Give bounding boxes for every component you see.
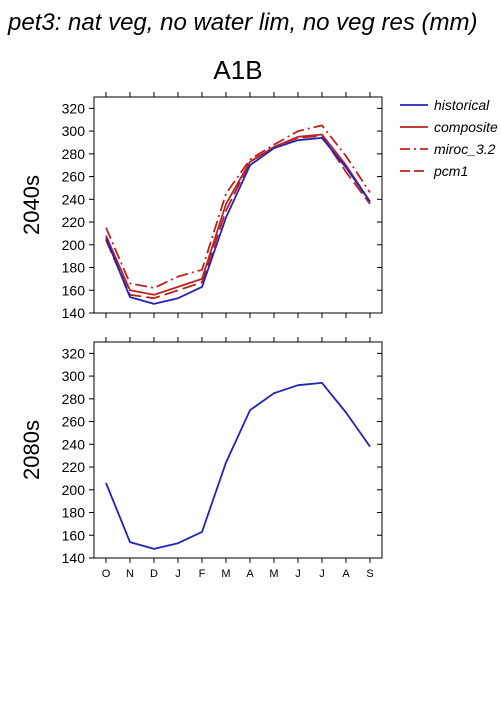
legend-label: historical bbox=[434, 97, 490, 113]
series-line-miroc-3-2 bbox=[105, 124, 371, 289]
x-tick-label: A bbox=[246, 568, 254, 580]
y-tick-label: 140 bbox=[62, 305, 86, 321]
x-tick-label: J bbox=[295, 568, 301, 580]
panel-2080s: 140 160 180 200 220 240 260 280 300 320 O N D J F M A M J J… bbox=[19, 337, 383, 580]
y-tick-label: 260 bbox=[62, 414, 86, 430]
x-tick-label: N bbox=[126, 568, 134, 580]
panel-label: 2080s bbox=[19, 420, 44, 480]
x-tick-label: A bbox=[342, 568, 350, 580]
x-tick-label: M bbox=[269, 568, 278, 580]
y-tick-label: 220 bbox=[62, 459, 86, 475]
y-tick-label: 280 bbox=[62, 146, 86, 162]
y-tick-label: 280 bbox=[62, 391, 86, 407]
x-tick-label: D bbox=[150, 568, 158, 580]
x-tick-label: S bbox=[366, 568, 373, 580]
series-line-composite bbox=[105, 133, 371, 296]
y-tick-label: 180 bbox=[62, 260, 86, 276]
legend-label: composite bbox=[434, 119, 498, 135]
y-tick-label: 160 bbox=[62, 282, 86, 298]
y-tick-label: 180 bbox=[62, 505, 86, 521]
y-tick-label: 240 bbox=[62, 191, 86, 207]
y-tick-label: 200 bbox=[62, 482, 86, 498]
series-line-historical bbox=[105, 136, 371, 305]
x-tick-label: F bbox=[199, 568, 206, 580]
y-tick-label: 320 bbox=[62, 100, 86, 116]
legend: historical composite miroc_3.2 pcm1 bbox=[400, 97, 498, 179]
plot-frame bbox=[93, 341, 383, 559]
y-tick-label: 320 bbox=[62, 345, 86, 361]
series-line-pcm1 bbox=[105, 134, 371, 300]
figure-title: pet3: nat veg, no water lim, no veg res … bbox=[7, 9, 478, 36]
plot-frame bbox=[93, 96, 383, 314]
y-tick-label: 260 bbox=[62, 169, 86, 185]
y-tick-label: 300 bbox=[62, 123, 86, 139]
x-tick-label: O bbox=[102, 568, 111, 580]
y-tick-label: 160 bbox=[62, 527, 86, 543]
series-line-historical bbox=[105, 381, 371, 550]
y-tick-label: 240 bbox=[62, 436, 86, 452]
y-tick-label: 300 bbox=[62, 368, 86, 384]
panel-label: 2040s bbox=[19, 175, 44, 235]
legend-label: miroc_3.2 bbox=[434, 141, 496, 157]
panels: 140 160 180 200 220 240 260 280 300 320 2040s 140 16… bbox=[19, 92, 383, 580]
panel-2040s: 140 160 180 200 220 240 260 280 300 320 2040s bbox=[19, 92, 383, 321]
x-tick-label: J bbox=[319, 568, 325, 580]
y-tick-label: 140 bbox=[62, 550, 86, 566]
x-tick-label: J bbox=[175, 568, 181, 580]
x-tick-label: M bbox=[221, 568, 230, 580]
scenario-title: A1B bbox=[213, 55, 262, 85]
y-tick-label: 200 bbox=[62, 237, 86, 253]
y-tick-label: 220 bbox=[62, 214, 86, 230]
legend-label: pcm1 bbox=[433, 163, 468, 179]
